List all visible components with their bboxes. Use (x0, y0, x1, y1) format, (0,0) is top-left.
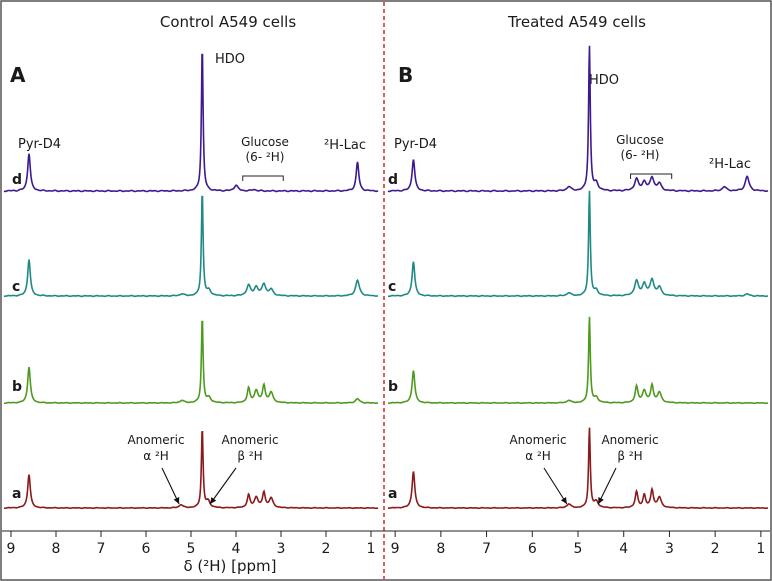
panel-a-glucose-label-2: (6- ²H) (246, 150, 285, 164)
anomeric-beta-arrow-shaft (209, 467, 237, 505)
panel-a-lac-label: ²H-Lac (324, 138, 366, 153)
anomeric-alpha-arrow-head (173, 497, 180, 504)
spectrum-line-d (387, 45, 769, 193)
x-tick-label: 2 (322, 541, 331, 557)
panel-a-title: Control A549 cells (160, 13, 296, 31)
panel-a-glucose-label: Glucose (241, 135, 289, 149)
panel-a-series-label-d: d (12, 172, 22, 188)
panel-b-series-label-a: a (388, 486, 397, 502)
x-tick-label: 8 (436, 541, 445, 557)
glucose-bracket (242, 175, 284, 181)
panel-a-anomeric-alpha-2: α ²H (143, 449, 169, 463)
glucose-bracket (630, 173, 673, 179)
panel-a-series-label-c: c (12, 279, 20, 295)
panel-b-series-label-d: d (388, 172, 398, 188)
spectrum-line-b (387, 316, 769, 405)
panel-b-anomeric-alpha-2: α ²H (525, 449, 551, 463)
x-tick-label: 9 (391, 541, 400, 557)
x-tick-label: 1 (367, 541, 376, 557)
x-tick-label: 7 (482, 541, 491, 557)
spectrum-line-d (3, 53, 379, 193)
panel-b-anomeric-alpha: Anomeric (509, 433, 566, 447)
x-tick-label: 6 (142, 541, 151, 557)
x-tick-label: 3 (665, 541, 674, 557)
anomeric-alpha-arrow-shaft (161, 467, 180, 505)
panel-a-anomeric-alpha: Anomeric (127, 433, 184, 447)
panel-b-series-label-b: b (388, 379, 398, 395)
panel-b-title: Treated A549 cells (507, 13, 646, 31)
panel-b-lac-label: ²H-Lac (709, 157, 751, 172)
panel-b-letter: B (398, 63, 413, 87)
spectrum-line-b (3, 320, 379, 405)
x-tick-label: 3 (277, 541, 286, 557)
anomeric-beta-arrow-shaft (597, 467, 617, 505)
x-tick-label: 2 (711, 541, 720, 557)
panel-a-pyr-label: Pyr-D4 (18, 137, 61, 152)
panel-a-series-label-b: b (12, 379, 22, 395)
spectrum-line-a (387, 427, 769, 510)
panel-b-series-label-c: c (388, 279, 396, 295)
panel-a-anomeric-beta-2: β ²H (237, 449, 262, 463)
panel-b-glucose-label-2: (6- ²H) (621, 148, 660, 162)
x-tick-label: 4 (619, 541, 628, 557)
x-tick-label: 9 (7, 541, 16, 557)
x-tick-label: 4 (232, 541, 241, 557)
anomeric-beta-arrow-head (210, 497, 217, 504)
spectrum-line-c (387, 190, 769, 298)
panel-b-anomeric-beta-2: β ²H (617, 449, 642, 463)
panel-b-glucose-label: Glucose (616, 133, 664, 147)
anomeric-alpha-arrow-head (560, 497, 567, 504)
panel-a-series-label-a: a (12, 486, 21, 502)
panel-a-anomeric-beta: Anomeric (221, 433, 278, 447)
x-tick-label: 5 (574, 541, 583, 557)
anomeric-alpha-arrow-shaft (543, 467, 568, 505)
spectrum-line-c (3, 195, 379, 298)
x-tick-label: 8 (52, 541, 61, 557)
panel-b-pyr-label: Pyr-D4 (394, 137, 437, 152)
spectrum-line-a (3, 430, 379, 510)
anomeric-beta-arrow-head (598, 497, 604, 504)
x-axis-label: δ (²H) [ppm] (183, 557, 276, 575)
x-tick-label: 6 (528, 541, 537, 557)
x-tick-label: 5 (187, 541, 196, 557)
panel-a-letter: A (10, 63, 26, 87)
x-tick-label: 7 (97, 541, 106, 557)
panel-b-anomeric-beta: Anomeric (601, 433, 658, 447)
panel-b-hdo-label: HDO (589, 73, 619, 88)
x-tick-label: 1 (756, 541, 765, 557)
panel-a-hdo-label: HDO (215, 52, 245, 67)
